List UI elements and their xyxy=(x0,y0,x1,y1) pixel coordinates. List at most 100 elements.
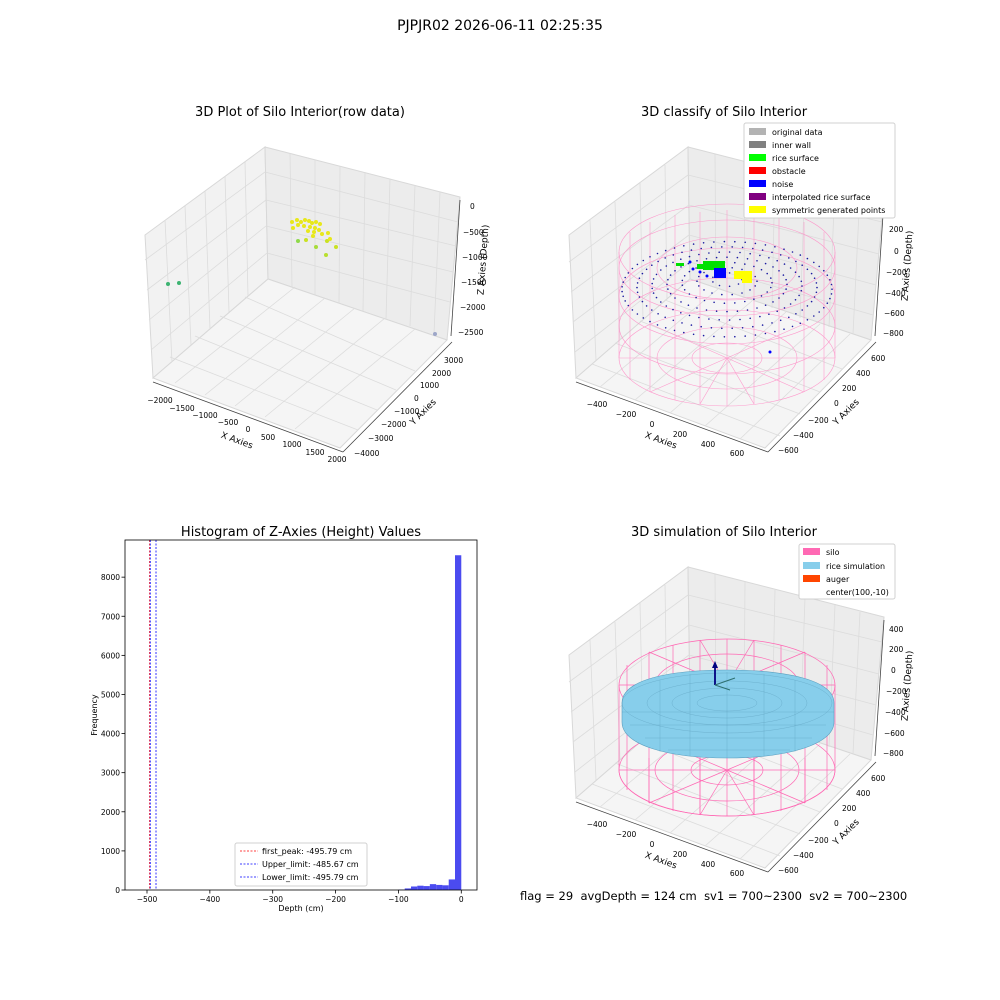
interpolated-point xyxy=(652,292,655,294)
noise-point xyxy=(768,350,772,354)
interpolated-point xyxy=(736,256,739,259)
raw-z-tick: 0 xyxy=(470,202,475,211)
y-tick-label: 0 xyxy=(115,886,120,895)
legend-label: rice surface xyxy=(772,154,819,163)
interpolated-point xyxy=(723,336,726,338)
histogram-bar xyxy=(455,555,462,890)
interpolated-point xyxy=(731,327,733,330)
interpolated-point xyxy=(798,275,800,278)
interpolated-point xyxy=(785,288,787,290)
interpolated-point xyxy=(739,318,741,321)
interpolated-point xyxy=(726,256,728,259)
rice-surface-cluster xyxy=(703,261,725,270)
interpolated-point xyxy=(624,300,626,302)
interpolated-point xyxy=(681,322,683,324)
simulation-x-tick: 200 xyxy=(673,850,688,859)
interpolated-point xyxy=(794,271,797,274)
interpolated-point xyxy=(680,258,682,261)
interpolated-point xyxy=(754,242,757,245)
interpolated-point xyxy=(698,316,700,319)
interpolated-point xyxy=(711,292,713,294)
interpolated-point xyxy=(771,322,773,324)
raw-y-tick: −1000 xyxy=(394,407,420,416)
interpolated-point xyxy=(683,331,685,334)
interpolated-point xyxy=(636,286,638,289)
classify-y-tick: −200 xyxy=(808,416,829,425)
raw-grid xyxy=(144,152,459,431)
interpolated-point xyxy=(636,313,639,315)
interpolated-point xyxy=(673,247,676,249)
legend-label: silo xyxy=(826,548,840,557)
interpolated-point xyxy=(734,240,736,243)
interpolated-point xyxy=(741,292,743,294)
simulation-x-tick: 600 xyxy=(730,869,745,878)
rice-surface-body xyxy=(621,669,835,759)
interpolated-point xyxy=(638,277,641,280)
auger-arm xyxy=(714,684,731,691)
histogram-bar xyxy=(442,885,449,890)
interpolated-point xyxy=(710,327,713,329)
interpolated-point xyxy=(688,314,691,317)
raw-point xyxy=(313,226,317,230)
interpolated-point xyxy=(799,322,802,325)
classify-y-tick: 200 xyxy=(842,384,857,393)
histogram-x-ticks: −500 −400 −300 −200 −100 0 xyxy=(137,890,464,904)
simulation-legend: silo rice simulation auger center(100,-1… xyxy=(798,543,896,600)
interpolated-point xyxy=(830,283,833,286)
interpolated-point xyxy=(680,301,682,303)
interpolated-point xyxy=(692,243,695,245)
interpolated-point xyxy=(712,276,714,279)
simulation-x-tick: 400 xyxy=(701,860,716,869)
interpolated-point xyxy=(696,280,698,283)
raw-x-tick: −1000 xyxy=(192,411,218,420)
interpolated-point xyxy=(778,297,780,299)
interpolated-point xyxy=(698,285,700,287)
interpolated-point xyxy=(636,263,639,266)
interpolated-point xyxy=(683,275,686,277)
raw-point xyxy=(303,218,307,222)
noise-point xyxy=(691,267,695,271)
simulation-y-tick: −600 xyxy=(778,866,799,875)
interpolated-point xyxy=(741,268,743,271)
interpolated-point xyxy=(800,280,803,283)
simulation-z-tick: −400 xyxy=(885,708,906,717)
raw-z-tick: −1000 xyxy=(462,253,488,262)
interpolated-point xyxy=(756,280,758,283)
interpolated-point xyxy=(703,289,705,291)
rice-surface-cluster xyxy=(697,264,707,269)
interpolated-point xyxy=(766,291,768,293)
interpolated-point xyxy=(744,335,746,337)
raw-point xyxy=(166,282,170,286)
interpolated-point xyxy=(744,263,746,265)
interpolated-point xyxy=(631,267,634,270)
classify-x-tick: −200 xyxy=(616,410,637,419)
interpolated-point xyxy=(754,275,756,278)
raw-point xyxy=(177,281,181,285)
interpolated-point xyxy=(768,257,770,259)
interpolated-point xyxy=(779,254,782,256)
interpolated-point xyxy=(815,291,818,294)
raw-point xyxy=(299,220,303,224)
classify-z-label: Z Axies (Depth) xyxy=(901,230,916,301)
interpolated-point xyxy=(715,256,718,259)
raw-y-tick: −4000 xyxy=(354,449,380,458)
interpolated-point xyxy=(823,306,825,309)
interpolated-point xyxy=(754,334,757,336)
classify-noise-points xyxy=(688,260,772,354)
interpolated-point xyxy=(680,312,682,314)
interpolated-point xyxy=(708,252,710,254)
legend-swatch-obstacle xyxy=(749,167,766,174)
legend-label: Upper_limit: -485.67 cm xyxy=(262,860,359,869)
simulation-z-tick: 200 xyxy=(889,645,904,654)
x-tick-label: 0 xyxy=(459,895,464,904)
interpolated-point xyxy=(723,240,726,243)
raw-point xyxy=(308,225,312,229)
rice-surface-mesh xyxy=(621,672,834,758)
legend-label: first_peak: -495.79 cm xyxy=(262,847,352,856)
interpolated-point xyxy=(710,246,713,249)
interpolated-point xyxy=(764,304,767,307)
raw-z-label: Z Axies (Depth) xyxy=(477,224,492,295)
interpolated-point xyxy=(829,279,831,281)
raw-x-tick: 500 xyxy=(261,433,276,442)
interpolated-point xyxy=(660,301,662,303)
